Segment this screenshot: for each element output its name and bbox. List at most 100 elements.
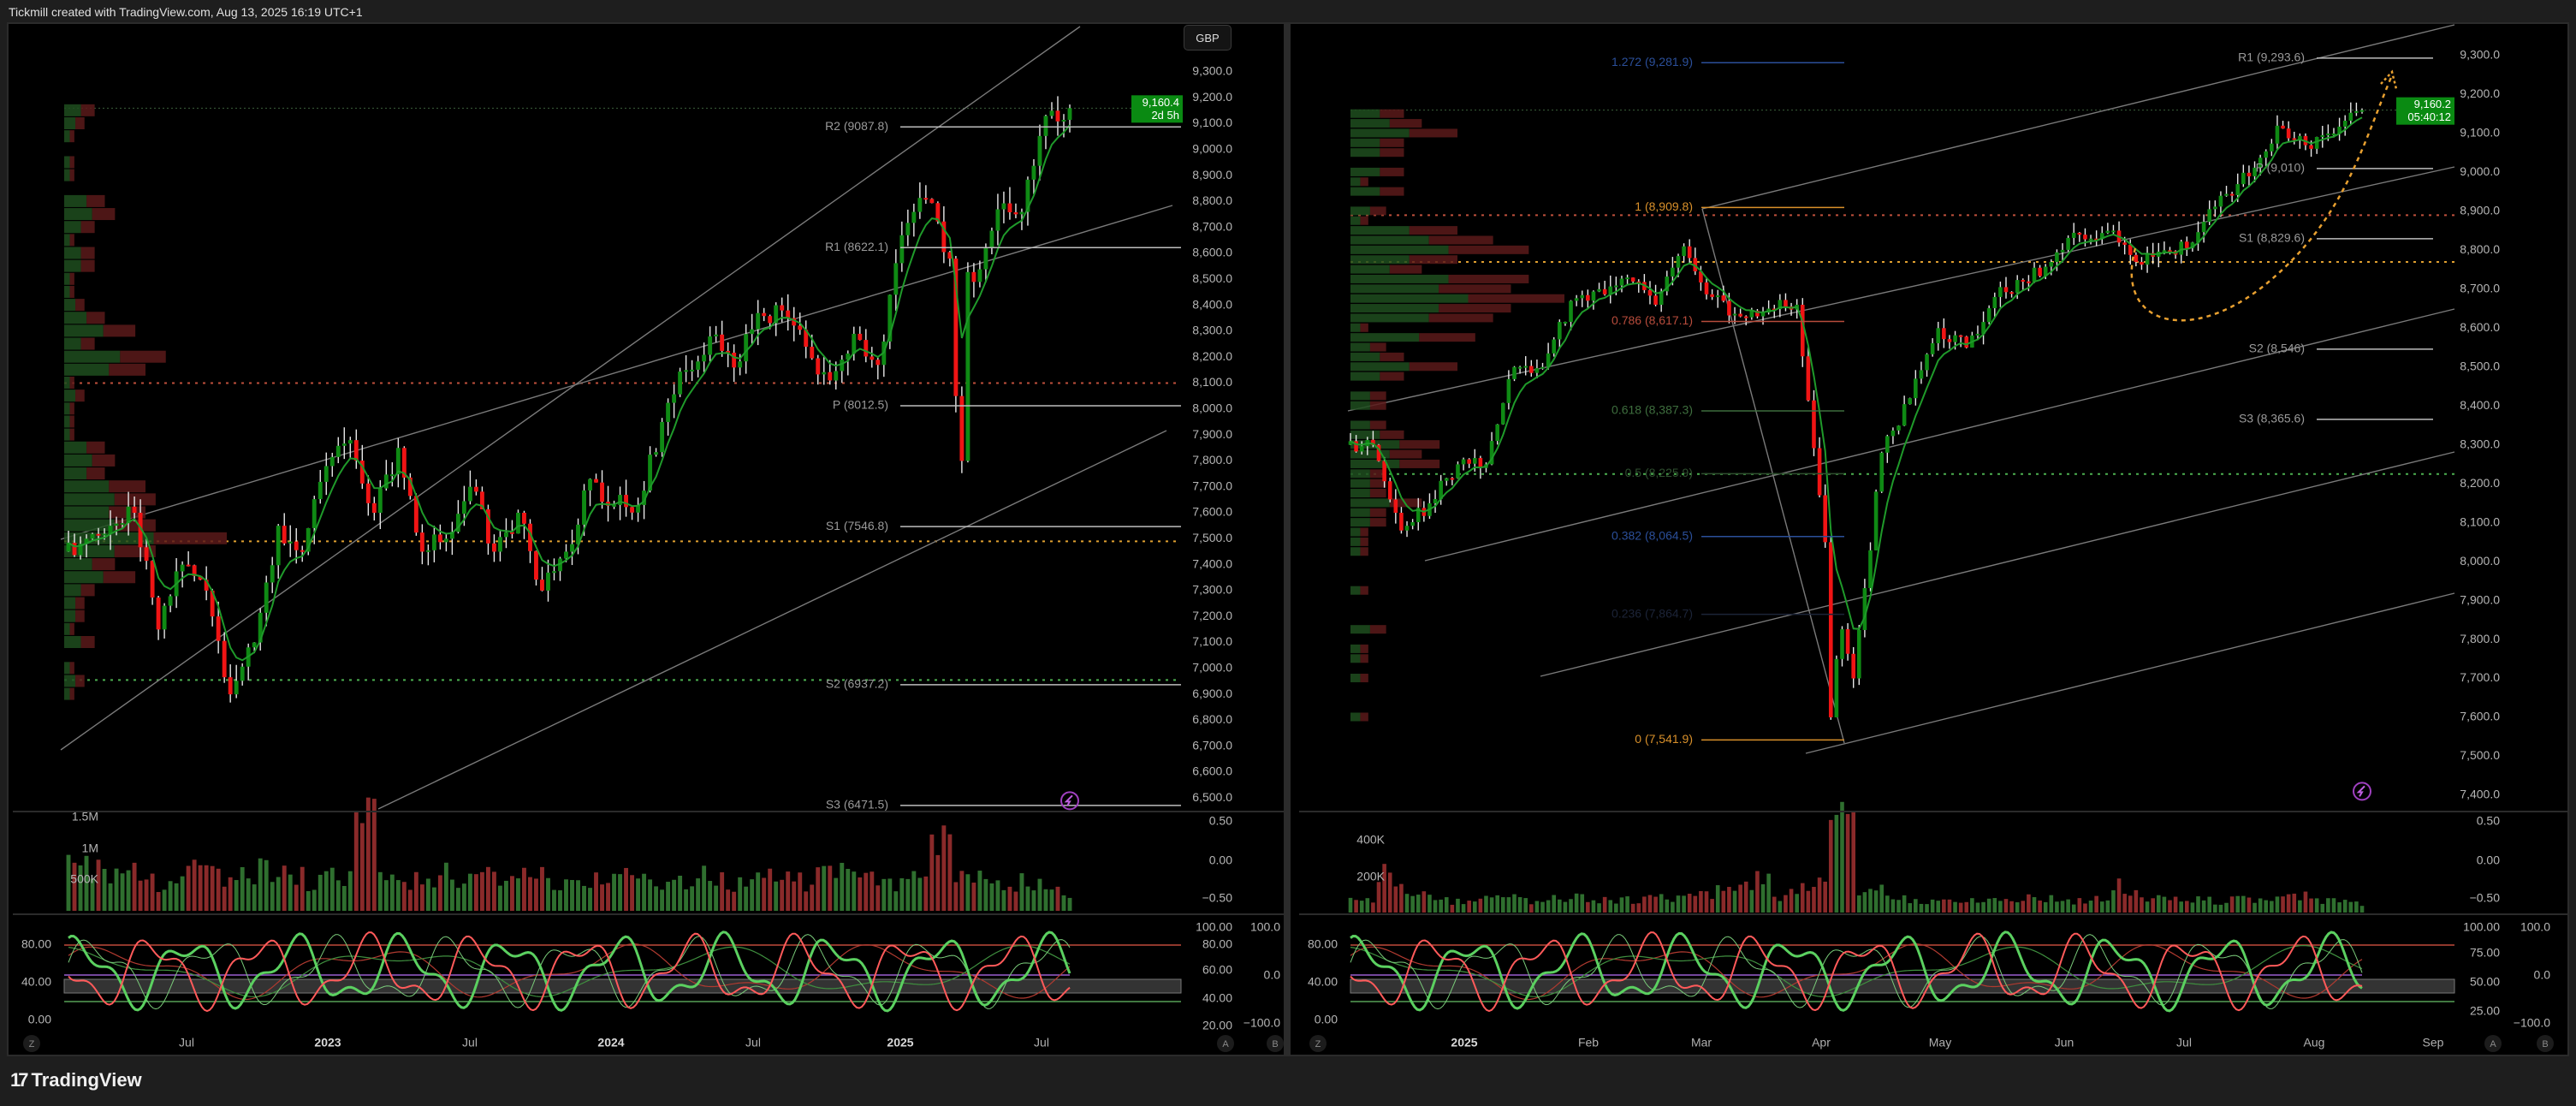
lightning-icon — [1060, 791, 1079, 811]
pivot-level-label: S1 (8,829.6) — [2239, 231, 2305, 245]
volume-bar — [1013, 891, 1018, 911]
candle-body — [899, 235, 905, 264]
candle-body — [1546, 353, 1551, 367]
volume-bar — [132, 862, 137, 911]
scale-button-b[interactable] — [2537, 1035, 2554, 1052]
candle-body — [1061, 120, 1066, 122]
candle-body — [1732, 313, 1737, 316]
volume-bar — [1500, 897, 1505, 913]
volume-profile-bar-down — [69, 428, 74, 441]
candle-body — [540, 580, 544, 591]
volume-profile-bar-up — [64, 558, 92, 571]
volume-axis-tick: 400K — [1356, 833, 1385, 847]
volume-profile-bar-up — [64, 234, 70, 247]
scale-button-a[interactable] — [1217, 1035, 1234, 1052]
volume-bar — [1879, 884, 1885, 913]
volume-profile-bar-down — [1369, 479, 1386, 488]
volume-profile-bar-down — [1380, 372, 1404, 381]
candle-body — [1896, 425, 1901, 431]
price-axis-tick: 9,300.0 — [1192, 64, 1232, 78]
volume-bar — [401, 882, 407, 911]
volume-bar — [1873, 890, 1879, 913]
scale-button-label: B — [2542, 1039, 2548, 1050]
candle-body — [1953, 335, 1957, 342]
candle-body — [875, 360, 881, 366]
scale-button-b[interactable] — [1267, 1035, 1284, 1052]
candle-body — [534, 550, 538, 580]
volume-bar — [1896, 900, 1901, 913]
volume-bar — [1981, 901, 1985, 913]
candle-body — [1986, 308, 1991, 323]
tradingview-logo[interactable]: 17 TradingView — [10, 1069, 142, 1091]
volume-profile-bar-down — [75, 389, 85, 402]
volume-profile-bar-down — [75, 675, 85, 687]
volume-axis-tick: 500K — [70, 872, 98, 886]
volume-profile-bar-up — [1350, 674, 1361, 683]
volume-bar — [1665, 899, 1670, 913]
candle-body — [2021, 280, 2026, 282]
scale-button-z[interactable] — [23, 1035, 40, 1052]
trend-channel-line — [1701, 24, 2455, 210]
volume-profile-bar-up — [1350, 216, 1361, 225]
volume-bar — [522, 867, 526, 911]
volume-bar — [413, 871, 418, 911]
volume-bar — [497, 885, 502, 911]
volume-profile-bar-down — [1380, 167, 1404, 176]
candle-body — [1958, 335, 1963, 337]
volume-profile-bar-up — [1350, 586, 1361, 595]
volume-bar — [1025, 886, 1030, 911]
volume-profile-bar-up — [64, 117, 76, 129]
volume-bar — [588, 888, 592, 911]
volume-profile-bar-down — [80, 247, 95, 259]
volume-bar — [389, 874, 395, 911]
volume-bar — [1653, 896, 1658, 913]
volume-bar — [977, 871, 982, 911]
candle-body — [1450, 478, 1455, 480]
volume-bar — [156, 892, 161, 911]
volume-bar — [2354, 901, 2359, 913]
volume-bar — [1580, 894, 1585, 913]
time-axis-label: Aug — [2304, 1036, 2325, 1050]
candle-body — [96, 533, 101, 536]
volume-right-axis-tick: 0.00 — [1209, 853, 1232, 867]
scale-button-z[interactable] — [1309, 1035, 1327, 1052]
candle-body — [965, 271, 970, 461]
volume-profile-bar-up — [1350, 235, 1429, 245]
volume-profile-bar-down — [69, 377, 74, 389]
candle-body — [1828, 542, 1833, 717]
volume-bar — [917, 877, 923, 911]
volume-bar — [2342, 900, 2347, 913]
volume-bar — [2021, 901, 2026, 913]
volume-profile-bar-up — [64, 402, 70, 415]
candle-body — [2270, 143, 2274, 152]
volume-bar — [1586, 901, 1590, 913]
time-axis-label: 2025 — [1451, 1036, 1477, 1050]
candle-body — [1354, 441, 1358, 452]
volume-bar — [816, 867, 821, 911]
volume-bar — [1970, 898, 1974, 913]
candle-body — [1653, 295, 1658, 306]
candle-body — [1710, 294, 1714, 297]
volume-bar — [875, 885, 881, 911]
scale-button-a[interactable] — [2484, 1035, 2502, 1052]
right-chart-panel[interactable] — [1289, 22, 2569, 1056]
volume-bar — [852, 871, 857, 911]
candle-body — [2348, 112, 2353, 121]
volume-profile-bar-up — [1350, 712, 1361, 722]
volume-bar — [306, 890, 311, 911]
lightning-icon-ring[interactable] — [2353, 782, 2371, 801]
volume-bar — [1636, 903, 1641, 913]
volume-bar — [965, 874, 970, 911]
moving-average-line — [68, 124, 1071, 662]
volume-bar — [1986, 898, 1991, 913]
lightning-icon-ring[interactable] — [1060, 791, 1079, 811]
price-axis-tick: 7,400.0 — [2460, 788, 2500, 801]
candle-body — [1727, 300, 1731, 316]
volume-profile-bar-down — [1409, 226, 1457, 235]
volume-profile-bar-up — [1350, 469, 1370, 479]
volume-bar — [1738, 884, 1742, 913]
currency-button[interactable]: GBP — [1184, 25, 1232, 51]
candle-body — [485, 508, 490, 544]
candle-body — [1868, 550, 1873, 589]
